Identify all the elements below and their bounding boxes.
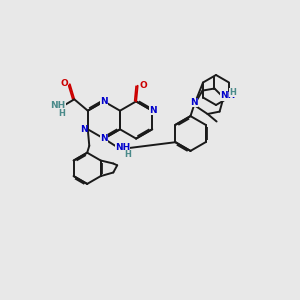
Text: N: N — [149, 106, 157, 115]
Text: N: N — [100, 134, 108, 143]
Text: H: H — [229, 88, 236, 97]
Text: NH: NH — [115, 143, 130, 152]
Text: NH: NH — [220, 92, 236, 100]
Text: H: H — [58, 109, 65, 118]
Text: N: N — [80, 125, 87, 134]
Text: N: N — [190, 98, 198, 107]
Text: NH: NH — [50, 100, 66, 109]
Text: H: H — [124, 150, 131, 159]
Text: O: O — [61, 79, 68, 88]
Text: N: N — [100, 97, 108, 106]
Text: O: O — [139, 81, 147, 90]
